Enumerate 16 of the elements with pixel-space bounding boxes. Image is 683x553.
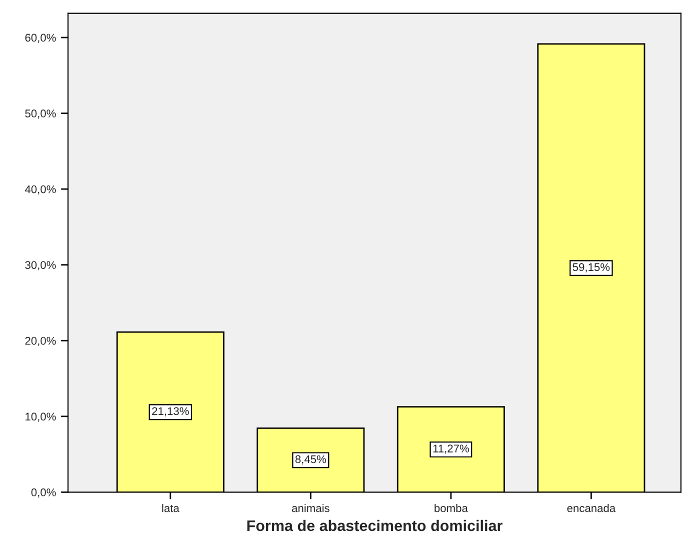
data-label: 59,15% (572, 263, 610, 272)
y-tick-label: 0,0% (31, 488, 56, 498)
x-tick-label: encanada (567, 504, 616, 512)
data-label: 21,13% (152, 407, 189, 416)
y-tick-label: 60,0% (25, 34, 56, 43)
x-axis-title: Forma de abastecimento domiciliar (247, 520, 502, 532)
x-tick-label: animais (292, 504, 330, 512)
y-tick-label: 50,0% (25, 110, 56, 119)
data-label: 11,27% (433, 444, 469, 454)
x-tick-label: bomba (434, 504, 468, 512)
data-label: 8,45% (295, 455, 326, 464)
y-tick-label: 40,0% (24, 185, 56, 195)
y-tick-label: 30,0% (25, 261, 56, 270)
y-tick-label: 20,0% (25, 336, 56, 346)
x-tick-label: lata (162, 504, 180, 512)
y-tick-label: 10,0% (26, 412, 56, 422)
